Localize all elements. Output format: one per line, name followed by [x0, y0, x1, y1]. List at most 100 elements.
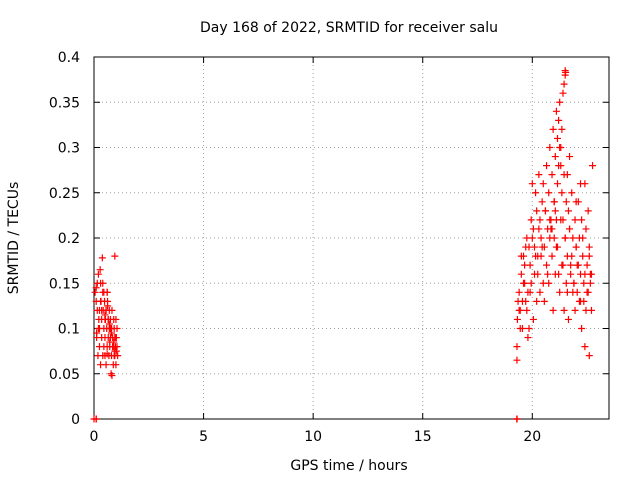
data-point	[560, 306, 568, 314]
data-point	[551, 153, 559, 161]
data-point	[551, 207, 559, 215]
data-point	[96, 266, 104, 274]
data-point	[517, 252, 525, 260]
data-point	[532, 252, 540, 260]
data-point	[529, 315, 537, 323]
data-point	[573, 261, 581, 269]
data-point	[582, 225, 590, 233]
data-point	[104, 315, 112, 323]
data-point	[570, 279, 578, 287]
data-point	[556, 288, 564, 296]
data-point	[94, 270, 102, 278]
data-point	[101, 311, 109, 319]
data-point	[92, 415, 100, 423]
data-point	[98, 254, 106, 262]
y-tick-label: 0.35	[49, 95, 80, 111]
data-point	[107, 370, 115, 378]
data-point	[550, 198, 558, 206]
data-point	[113, 325, 121, 332]
data-point	[104, 302, 112, 310]
data-point	[112, 361, 120, 369]
data-point	[585, 243, 593, 251]
y-tick-label: 0.25	[49, 186, 80, 202]
data-point	[549, 306, 557, 314]
data-point	[517, 270, 525, 278]
data-point	[569, 288, 577, 296]
data-point	[568, 252, 576, 260]
data-point	[536, 288, 544, 296]
data-point	[549, 125, 557, 133]
data-point	[99, 279, 107, 287]
data-point	[572, 198, 580, 206]
data-point	[575, 297, 583, 305]
x-tick-label: 10	[304, 429, 322, 445]
data-point	[585, 252, 593, 260]
y-tick-label: 0.2	[58, 231, 80, 247]
data-point	[554, 134, 561, 142]
data-point	[527, 279, 535, 287]
data-point	[564, 207, 572, 215]
data-point	[560, 80, 568, 88]
data-point	[112, 315, 120, 323]
data-point	[525, 243, 533, 251]
data-point	[516, 325, 524, 332]
data-point	[92, 284, 100, 292]
data-point	[545, 279, 553, 287]
data-point	[110, 352, 118, 360]
data-point	[589, 162, 597, 170]
data-point	[540, 297, 548, 305]
data-point	[515, 306, 523, 314]
data-point	[559, 89, 567, 97]
data-point	[582, 306, 590, 314]
data-point	[545, 189, 553, 197]
data-point	[513, 415, 521, 423]
data-point	[578, 325, 586, 332]
data-point	[568, 189, 576, 197]
data-point	[513, 315, 521, 323]
data-point	[103, 350, 111, 358]
data-point	[563, 171, 571, 179]
data-point	[108, 306, 116, 314]
y-axis-label: SRMTID / TECUs	[6, 182, 22, 295]
y-tick-label: 0	[71, 412, 80, 428]
y-tick-label: 0.4	[58, 50, 80, 66]
data-point	[102, 361, 110, 369]
data-point	[566, 225, 574, 233]
data-point	[513, 343, 521, 351]
data-point	[571, 306, 579, 314]
data-point	[579, 234, 587, 242]
x-tick-label: 0	[90, 429, 99, 445]
x-tick-label: 20	[523, 429, 541, 445]
data-point	[532, 189, 540, 197]
data-point	[535, 171, 543, 179]
data-point	[556, 98, 564, 106]
data-point	[528, 180, 536, 188]
y-tick-labels: 0 0.05 0.1 0.15 0.2 0.25 0.3 0.35 0.4	[49, 50, 80, 428]
data-point	[538, 243, 546, 251]
data-point	[538, 198, 546, 206]
data-point	[561, 234, 569, 242]
data-point	[552, 107, 560, 115]
data-point	[513, 356, 521, 364]
chart-title: Day 168 of 2022, SRMTID for receiver sal…	[200, 20, 498, 36]
data-point	[108, 329, 116, 337]
data-point	[548, 252, 556, 260]
data-point	[526, 288, 534, 296]
data-point	[586, 270, 594, 278]
data-point	[548, 171, 556, 179]
data-point	[536, 216, 544, 224]
data-point	[108, 372, 116, 380]
data-point	[586, 279, 594, 287]
data-point	[112, 347, 120, 355]
data-point	[558, 261, 566, 269]
y-tick-label: 0.05	[49, 367, 80, 383]
data-point	[572, 243, 580, 251]
data-point	[578, 216, 586, 224]
data-point	[541, 207, 549, 215]
data-point	[93, 329, 101, 337]
data-point	[534, 270, 542, 278]
data-point	[555, 116, 563, 124]
data-point	[569, 234, 577, 242]
data-point	[106, 338, 114, 346]
